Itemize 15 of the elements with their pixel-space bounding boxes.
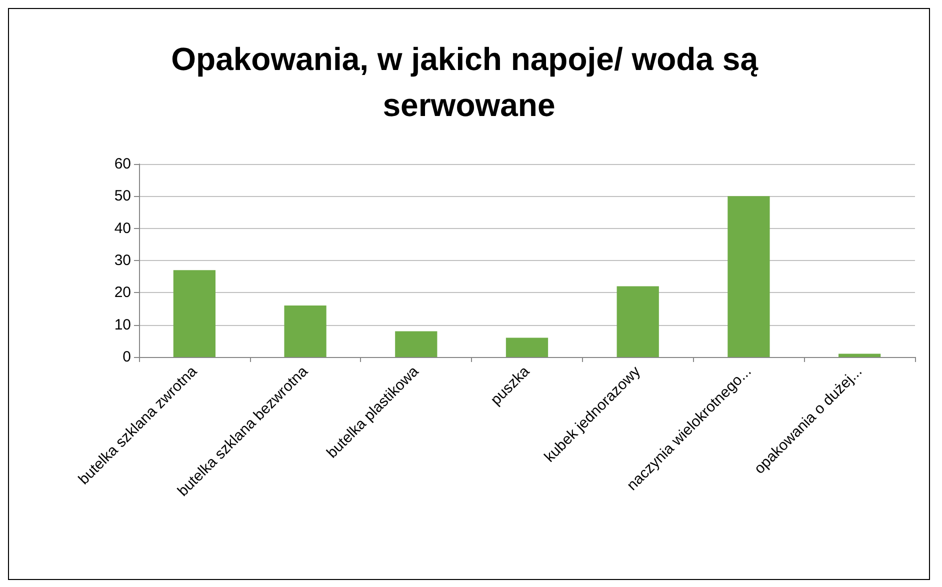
bar: [728, 196, 770, 357]
bar: [616, 286, 659, 357]
y-tick-label: 30: [114, 252, 131, 269]
y-tick-label: 10: [114, 316, 131, 334]
y-tick-label: 50: [114, 188, 131, 205]
bar: [284, 306, 326, 357]
bar: [506, 338, 548, 357]
y-tick-label: 40: [114, 220, 131, 237]
bar: [173, 270, 216, 357]
chart-title: Opakowania, w jakich napoje/ woda są serwowane: [171, 41, 767, 123]
bar: [395, 331, 438, 357]
y-tick-label: 20: [114, 284, 131, 302]
bar: [838, 354, 881, 357]
y-tick-label: 60: [114, 156, 131, 172]
y-tick-label: 0: [122, 348, 131, 366]
